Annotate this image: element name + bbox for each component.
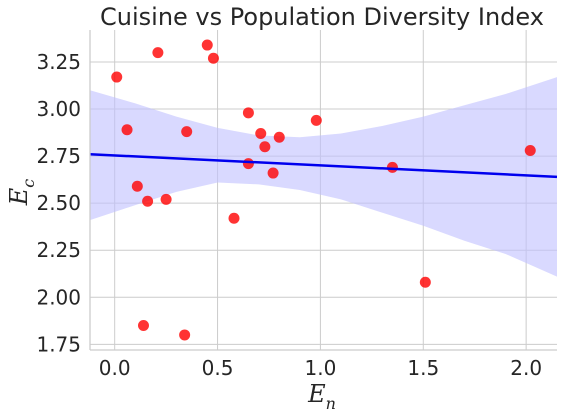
data-point [310, 114, 322, 126]
data-point [142, 195, 154, 207]
data-point [121, 124, 133, 136]
data-point [201, 39, 213, 51]
x-axis-label-subscript: n [326, 394, 336, 413]
y-tick-label: 1.75 [36, 332, 81, 356]
x-tick-label: 1.5 [407, 356, 439, 380]
x-axis-label-main: E [307, 380, 326, 408]
data-point [160, 193, 172, 205]
data-point [419, 276, 431, 288]
y-tick-label: 3.25 [36, 50, 81, 74]
x-axis-label: En [307, 380, 336, 413]
data-point [179, 329, 191, 341]
data-point [242, 107, 254, 119]
y-tick-label: 2.75 [36, 144, 81, 168]
data-point [111, 71, 123, 83]
data-point [242, 158, 254, 170]
x-tick-label: 0.5 [202, 356, 234, 380]
data-point [267, 167, 279, 179]
y-axis-label-main: E [5, 187, 33, 206]
x-tick-label: 0.0 [99, 356, 131, 380]
data-point [259, 141, 271, 153]
x-tick-label: 2.0 [510, 356, 542, 380]
data-points [111, 39, 536, 341]
data-point [207, 52, 219, 64]
data-point [137, 320, 149, 332]
y-tick-label: 3.00 [36, 97, 81, 121]
data-point [131, 180, 143, 192]
y-axis-label-subscript: c [19, 179, 38, 188]
data-point [386, 161, 398, 173]
regression-line [89, 152, 558, 179]
data-point [228, 212, 240, 224]
chart-title: Cuisine vs Population Diversity Index [100, 3, 544, 31]
y-tick-label: 2.25 [36, 238, 81, 262]
data-point [255, 128, 267, 140]
y-tick-label: 2.00 [36, 285, 81, 309]
y-axis-label: Ec [5, 179, 38, 207]
y-tick-labels: 1.75 2.00 2.25 2.50 2.75 3.00 3.25 [36, 50, 81, 356]
confidence-band [90, 77, 557, 277]
data-point [152, 47, 164, 59]
data-point [181, 126, 193, 138]
y-tick-label: 2.50 [36, 191, 81, 215]
data-point [524, 144, 536, 156]
x-tick-label: 1.0 [305, 356, 337, 380]
data-point [273, 131, 285, 143]
x-tick-labels: 0.0 0.5 1.0 1.5 2.0 [99, 356, 542, 380]
